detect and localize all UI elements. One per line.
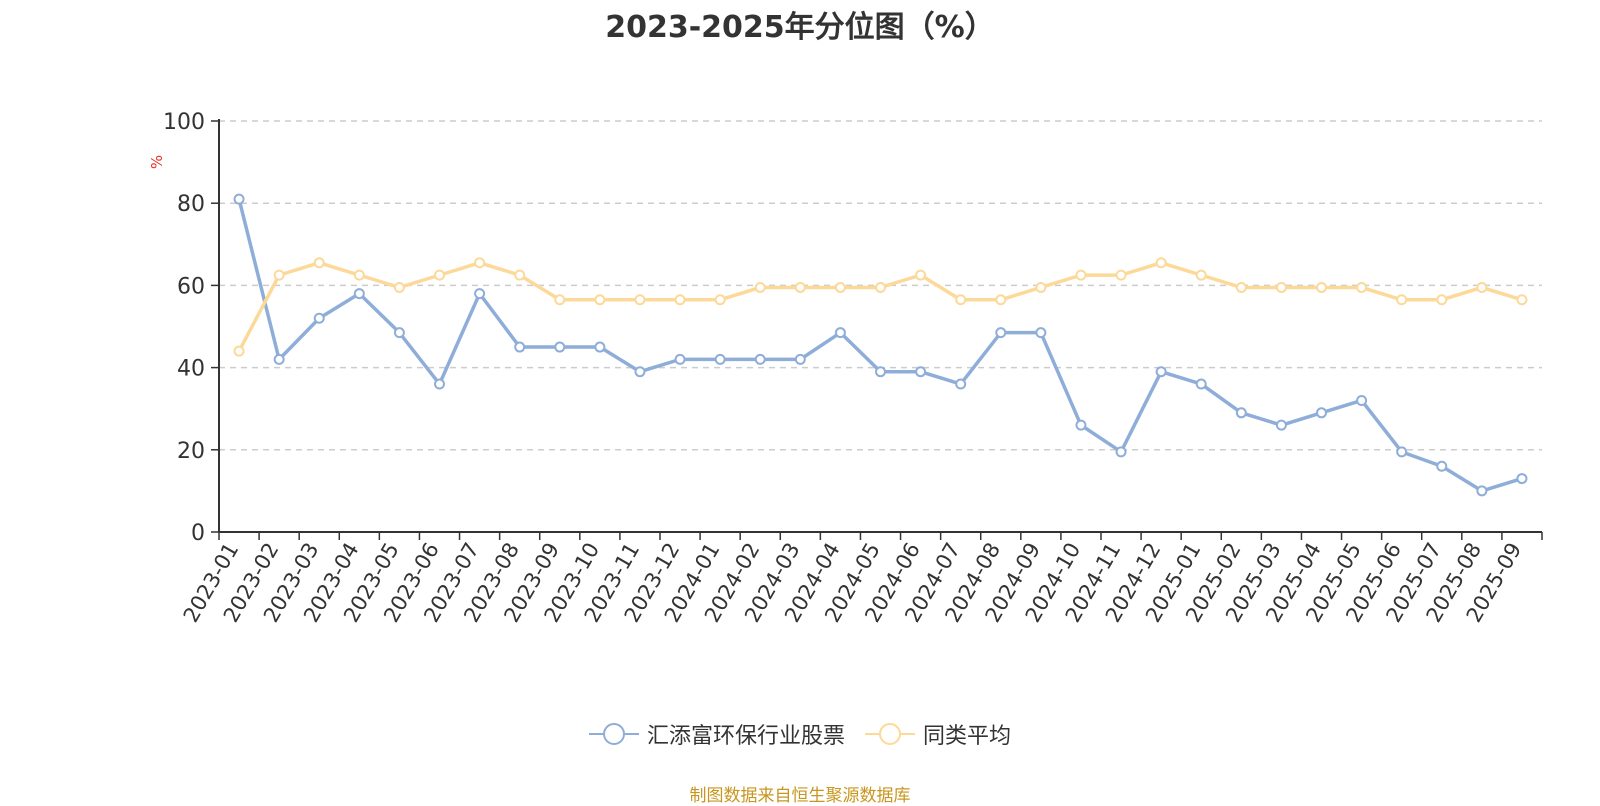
data-point-series-1[interactable] — [233, 345, 245, 357]
data-point-series-0[interactable] — [313, 312, 325, 324]
data-point-series-1[interactable] — [273, 269, 285, 281]
data-point-series-0[interactable] — [1436, 460, 1448, 472]
y-axis-label: % — [148, 155, 166, 169]
data-point-series-0[interactable] — [393, 327, 405, 339]
data-point-series-0[interactable] — [834, 327, 846, 339]
data-point-series-0[interactable] — [1075, 419, 1087, 431]
data-point-series-0[interactable] — [353, 288, 365, 300]
data-point-series-1[interactable] — [714, 294, 726, 306]
data-point-series-0[interactable] — [1035, 327, 1047, 339]
y-tick-label: 0 — [191, 521, 205, 546]
data-point-series-1[interactable] — [514, 269, 526, 281]
data-point-series-1[interactable] — [1396, 294, 1408, 306]
y-tick-label: 20 — [177, 439, 205, 464]
legend-item-peer-average[interactable]: 同类平均 — [865, 718, 1011, 750]
data-point-series-1[interactable] — [754, 281, 766, 293]
series-line-1 — [237, 261, 1523, 352]
legend-item-fund[interactable]: 汇添富环保行业股票 — [588, 718, 845, 750]
y-tick-label: 60 — [177, 274, 205, 299]
data-point-series-1[interactable] — [1035, 281, 1047, 293]
data-point-series-1[interactable] — [393, 281, 405, 293]
data-point-series-0[interactable] — [434, 378, 445, 390]
data-point-series-1[interactable] — [875, 281, 886, 293]
data-point-series-1[interactable] — [1356, 281, 1368, 293]
legend-label-peer-average: 同类平均 — [923, 724, 1012, 749]
data-point-series-1[interactable] — [955, 294, 967, 306]
data-point-series-0[interactable] — [754, 353, 766, 365]
y-tick-label: 100 — [163, 110, 205, 135]
data-point-series-1[interactable] — [434, 269, 445, 281]
data-point-series-1[interactable] — [353, 269, 365, 281]
data-point-series-1[interactable] — [474, 257, 486, 269]
data-point-series-1[interactable] — [1476, 281, 1488, 293]
y-tick-label: 40 — [177, 357, 205, 382]
legend: 汇添富环保行业股票 同类平均 — [0, 718, 1600, 750]
data-point-series-0[interactable] — [594, 341, 606, 353]
data-point-series-1[interactable] — [594, 294, 606, 306]
data-point-series-1[interactable] — [1195, 269, 1207, 281]
data-point-series-1[interactable] — [1115, 269, 1127, 281]
data-point-series-0[interactable] — [474, 288, 486, 300]
data-point-series-1[interactable] — [1155, 257, 1167, 269]
data-point-series-0[interactable] — [955, 378, 967, 390]
chart-title: 2023-2025年分位图（%） — [605, 10, 995, 45]
data-point-series-1[interactable] — [1316, 281, 1327, 293]
data-point-series-0[interactable] — [1396, 446, 1408, 458]
data-point-series-1[interactable] — [794, 281, 806, 293]
data-point-series-0[interactable] — [554, 341, 566, 353]
data-point-series-1[interactable] — [1436, 294, 1448, 306]
data-point-series-1[interactable] — [1275, 281, 1287, 293]
y-tick-label: 80 — [177, 192, 205, 217]
data-point-series-0[interactable] — [1356, 394, 1368, 406]
data-point-series-0[interactable] — [915, 366, 927, 378]
data-point-series-0[interactable] — [1476, 485, 1488, 497]
data-point-series-0[interactable] — [714, 353, 726, 365]
data-point-series-0[interactable] — [233, 193, 245, 205]
data-point-series-1[interactable] — [634, 294, 646, 306]
legend-label-fund: 汇添富环保行业股票 — [646, 724, 845, 749]
data-point-series-0[interactable] — [1115, 446, 1127, 458]
data-point-series-1[interactable] — [1516, 294, 1528, 306]
data-point-series-0[interactable] — [1275, 419, 1287, 431]
data-point-series-0[interactable] — [995, 327, 1007, 339]
data-point-series-0[interactable] — [514, 341, 526, 353]
data-point-series-0[interactable] — [273, 353, 285, 365]
data-point-series-1[interactable] — [915, 269, 927, 281]
data-point-series-0[interactable] — [634, 366, 646, 378]
source-note: 制图数据来自恒生聚源数据库 — [689, 786, 911, 806]
data-point-series-0[interactable] — [1316, 407, 1327, 419]
data-point-series-0[interactable] — [1155, 366, 1167, 378]
data-point-series-0[interactable] — [1195, 378, 1207, 390]
data-point-series-0[interactable] — [1235, 407, 1247, 419]
data-point-series-1[interactable] — [554, 294, 566, 306]
data-point-series-0[interactable] — [875, 366, 886, 378]
series-line-0 — [237, 198, 1523, 493]
data-point-series-1[interactable] — [674, 294, 686, 306]
data-point-series-1[interactable] — [1235, 281, 1247, 293]
data-point-series-0[interactable] — [674, 353, 686, 365]
data-point-series-0[interactable] — [1516, 473, 1528, 485]
legend-marker-fund — [588, 723, 639, 745]
data-point-series-1[interactable] — [313, 257, 325, 269]
series-lines — [233, 193, 1528, 497]
data-point-series-0[interactable] — [794, 353, 806, 365]
legend-marker-peer-average — [865, 723, 915, 745]
data-point-series-1[interactable] — [995, 294, 1007, 306]
data-point-series-1[interactable] — [1075, 269, 1087, 281]
data-point-series-1[interactable] — [834, 281, 846, 293]
